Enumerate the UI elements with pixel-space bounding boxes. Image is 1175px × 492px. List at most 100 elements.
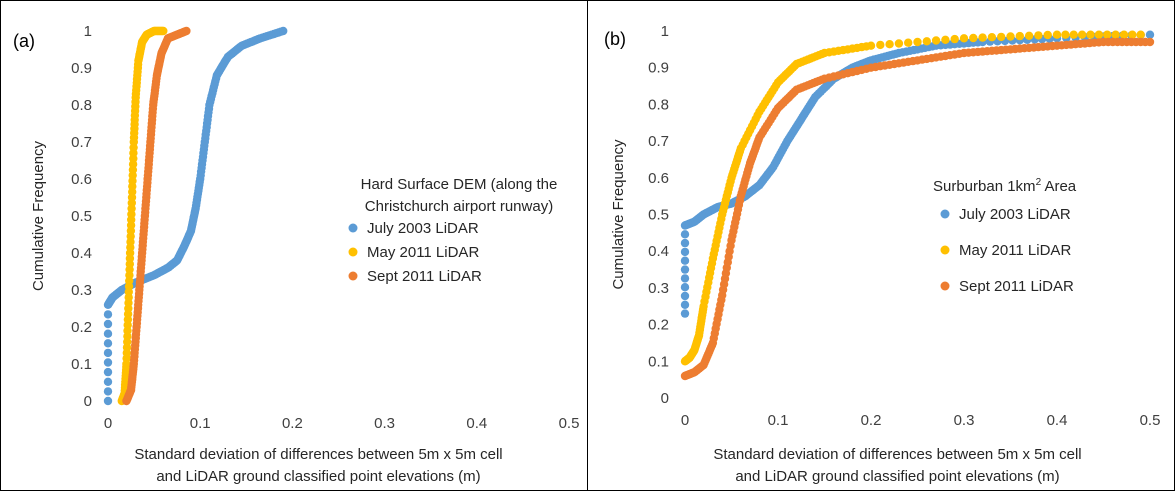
chart-b-svg: (b) 0 0.1 0.2 0.3 0.4 0.5 0.6 0.7 0.8 0.9 1 0 0.1 0.2 0…	[604, 23, 1161, 485]
data-point	[103, 339, 113, 348]
y-tick-label: 0	[661, 390, 669, 407]
data-point	[1103, 30, 1112, 39]
legend-marker	[348, 271, 358, 281]
data-point	[103, 387, 113, 396]
y-tick-label: 0.1	[648, 353, 669, 370]
data-point	[103, 396, 113, 406]
x-tick-label: 0.1	[768, 412, 789, 429]
y-tick-label: 0.6	[71, 171, 92, 188]
x-axis-title-line: and LiDAR ground classified point elevat…	[156, 468, 480, 485]
data-point	[1111, 30, 1120, 39]
data-point	[1136, 30, 1145, 39]
data-point	[1034, 31, 1043, 40]
y-tick-label: 0.2	[648, 317, 669, 334]
data-point	[1145, 30, 1155, 39]
y-tick-label: 0.7	[71, 134, 92, 151]
chart-panel-a: (a) 0 0.1 0.2 0.3 0.4 0.5 0.6 0.7 0.8 0.9 1 0 0.1 0.2 0…	[0, 0, 588, 491]
data-point	[680, 256, 690, 265]
series-sept-2011-lidar	[680, 37, 1155, 381]
y-tick-label: 0.3	[71, 282, 92, 299]
series-july-2003-lidar	[103, 26, 288, 406]
x-tick-label: 0.1	[190, 415, 211, 432]
data-point	[103, 310, 113, 319]
legend-title-line: Hard Surface DEM (along the	[361, 176, 558, 193]
x-tick-label: 0.2	[282, 415, 303, 432]
data-point	[1024, 31, 1034, 40]
x-tick-label: 0.4	[1047, 412, 1068, 429]
x-axis-title-line: Standard deviation of differences betwee…	[134, 446, 502, 463]
y-tick-label: 0.5	[648, 207, 669, 224]
legend-title: Surburban 1km2 Area	[933, 177, 1077, 195]
data-point	[680, 300, 690, 309]
data-point	[978, 33, 987, 42]
x-tick-label: 0.5	[1140, 412, 1161, 429]
data-point	[103, 367, 113, 377]
data-point	[1015, 31, 1024, 41]
data-point	[959, 34, 969, 43]
data-point	[680, 291, 690, 301]
x-tick-label: 0	[104, 415, 112, 432]
x-tick-label: 0.5	[559, 415, 580, 432]
data-point	[931, 36, 941, 45]
chart-panel-b: (b) 0 0.1 0.2 0.3 0.4 0.5 0.6 0.7 0.8 0.9 1 0 0.1 0.2 0…	[588, 0, 1175, 491]
y-tick-label: 0.4	[71, 245, 92, 262]
legend-marker	[940, 281, 950, 291]
data-point	[866, 41, 876, 50]
y-tick-label: 0.3	[648, 280, 669, 297]
y-tick-label: 0.8	[71, 97, 92, 114]
data-point	[950, 34, 959, 44]
y-tick-label: 0	[84, 393, 92, 410]
panel-label: (b)	[604, 29, 626, 49]
y-tick-label: 0.4	[648, 243, 669, 260]
data-point	[987, 33, 997, 42]
data-point	[885, 40, 894, 49]
y-axis-title: Cumulative Frequency	[30, 140, 47, 291]
y-tick-label: 0.7	[648, 133, 669, 150]
y-tick-label: 0.5	[71, 208, 92, 225]
data-point	[1094, 30, 1104, 39]
legend-marker	[940, 245, 950, 255]
legend-marker	[348, 223, 358, 233]
data-point	[894, 39, 904, 48]
data-point	[680, 238, 690, 248]
panel-label: (a)	[13, 31, 35, 51]
y-tick-label: 0.1	[71, 356, 92, 373]
x-tick-label: 0	[681, 412, 689, 429]
data-point	[103, 319, 113, 329]
legend-box	[929, 171, 1109, 311]
data-point	[997, 32, 1006, 42]
data-point	[1069, 30, 1078, 39]
data-point	[904, 38, 913, 47]
x-tick-label: 0.4	[466, 415, 487, 432]
data-point	[103, 348, 113, 358]
y-tick-label: 1	[661, 23, 669, 40]
data-point	[1061, 30, 1070, 39]
y-tick-label: 1	[84, 23, 92, 40]
data-point	[680, 283, 690, 292]
series-sept-2011-lidar	[122, 26, 191, 406]
series-may-2011-lidar	[117, 26, 168, 406]
chart-a-svg: (a) 0 0.1 0.2 0.3 0.4 0.5 0.6 0.7 0.8 0.9 1 0 0.1 0.2 0…	[13, 23, 580, 485]
data-point	[103, 329, 113, 338]
y-tick-label: 0.6	[648, 170, 669, 187]
x-tick-label: 0.3	[374, 415, 395, 432]
data-point	[941, 35, 950, 44]
data-point	[876, 40, 885, 50]
data-point	[1006, 32, 1015, 41]
data-point	[1119, 30, 1129, 39]
legend-entry: May 2011 LiDAR	[959, 242, 1071, 259]
x-tick-label: 0.2	[861, 412, 882, 429]
data-point	[279, 26, 288, 36]
data-point	[103, 358, 113, 367]
data-point	[680, 247, 690, 257]
data-point	[1043, 30, 1052, 40]
y-tick-label: 0.8	[648, 96, 669, 113]
y-tick-label: 0.9	[71, 60, 92, 77]
data-point	[913, 37, 922, 47]
data-point	[1128, 30, 1137, 39]
legend-entry: Sept 2011 LiDAR	[367, 268, 482, 285]
data-point	[969, 33, 978, 43]
y-tick-label: 0.9	[648, 60, 669, 77]
legend-marker	[940, 209, 950, 219]
x-axis-title-line: and LiDAR ground classified point elevat…	[735, 468, 1059, 485]
